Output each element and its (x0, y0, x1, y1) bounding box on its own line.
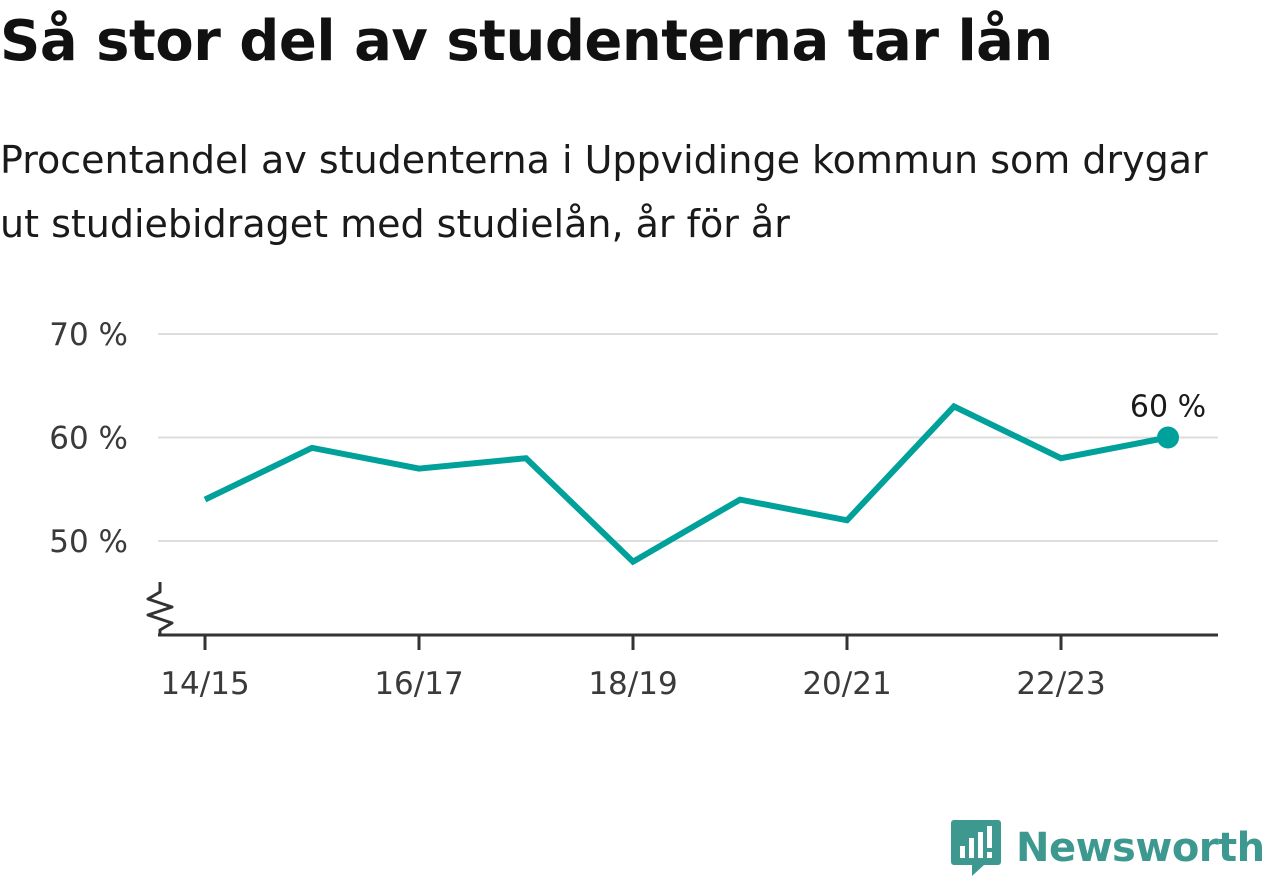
data-point (309, 445, 315, 451)
x-tick-label: 20/21 (802, 666, 891, 702)
data-point (737, 497, 743, 503)
chart-title: Så stor del av studenterna tar lån (0, 9, 1053, 74)
data-point (416, 466, 422, 472)
x-tick-label: 14/15 (160, 666, 249, 702)
x-tick-label: 18/19 (588, 666, 677, 702)
x-tick-label: 22/23 (1016, 666, 1105, 702)
x-axis-ticks: 14/15 16/17 18/19 20/21 22/23 (160, 635, 1106, 702)
data-point (951, 403, 957, 409)
last-data-point (1157, 426, 1179, 449)
data-point (523, 455, 529, 461)
y-tick-label: 50 % (49, 524, 128, 560)
data-point (202, 497, 208, 503)
data-point (1058, 455, 1064, 461)
axis-break-icon (146, 582, 174, 635)
grid-lines (158, 333, 1218, 542)
x-axis (146, 582, 1218, 637)
newsworthy-logo-icon (951, 820, 1001, 876)
data-point (844, 517, 850, 523)
y-axis-ticks: 50 % 60 % 70 % (49, 317, 128, 560)
y-tick-label: 70 % (49, 317, 128, 353)
y-tick-label: 60 % (49, 421, 128, 457)
series: 60 % (202, 390, 1206, 566)
last-point-label: 60 % (1130, 390, 1206, 425)
chart-subtitle: Procentandel av studenterna i Uppvidinge… (0, 138, 1208, 246)
x-tick-label: 16/17 (374, 666, 463, 702)
newsworthy-logo-text: Newsworthy (1016, 825, 1262, 871)
data-point (630, 559, 636, 565)
series-line (203, 402, 1169, 566)
newsworthy-logo: Newsworthy (950, 818, 1262, 878)
